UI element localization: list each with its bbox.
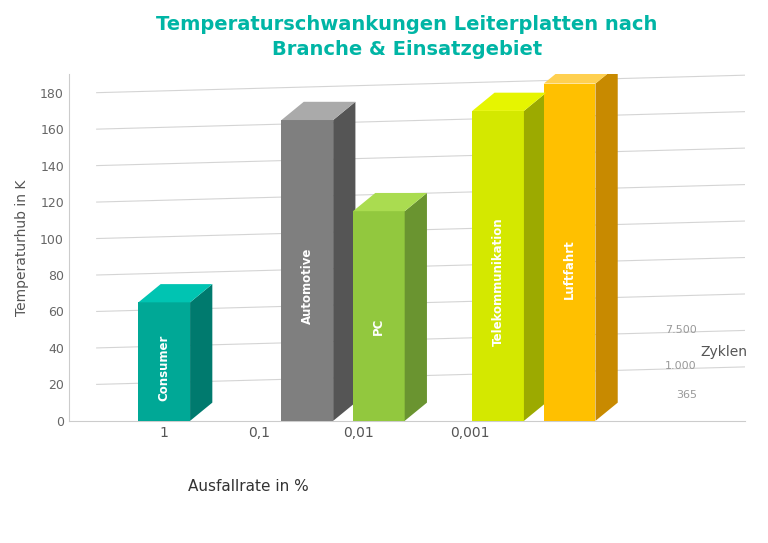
- Polygon shape: [472, 93, 546, 111]
- Polygon shape: [544, 84, 595, 421]
- Text: Telekommunikation: Telekommunikation: [492, 217, 505, 346]
- Text: PC: PC: [372, 318, 386, 335]
- Polygon shape: [544, 65, 617, 84]
- Text: Consumer: Consumer: [157, 334, 170, 401]
- Polygon shape: [190, 284, 212, 421]
- Polygon shape: [282, 102, 356, 120]
- Text: Luftfahrt: Luftfahrt: [563, 239, 576, 299]
- Text: Zyklen: Zyklen: [700, 345, 748, 358]
- Polygon shape: [472, 111, 524, 421]
- Polygon shape: [353, 193, 427, 211]
- Text: 1.000: 1.000: [665, 361, 697, 371]
- Polygon shape: [282, 120, 333, 421]
- Text: Ausfallrate in %: Ausfallrate in %: [188, 479, 309, 494]
- Polygon shape: [595, 65, 617, 421]
- Text: 365: 365: [676, 390, 697, 400]
- Text: 7.500: 7.500: [665, 325, 697, 334]
- Polygon shape: [405, 193, 427, 421]
- Polygon shape: [524, 93, 546, 421]
- Polygon shape: [138, 284, 212, 302]
- Title: Temperaturschwankungen Leiterplatten nach
Branche & Einsatzgebiet: Temperaturschwankungen Leiterplatten nac…: [156, 15, 657, 59]
- Polygon shape: [353, 211, 405, 421]
- Y-axis label: Temperaturhub in K: Temperaturhub in K: [15, 180, 29, 316]
- Polygon shape: [333, 102, 356, 421]
- Polygon shape: [138, 302, 190, 421]
- Text: Automotive: Automotive: [301, 247, 314, 324]
